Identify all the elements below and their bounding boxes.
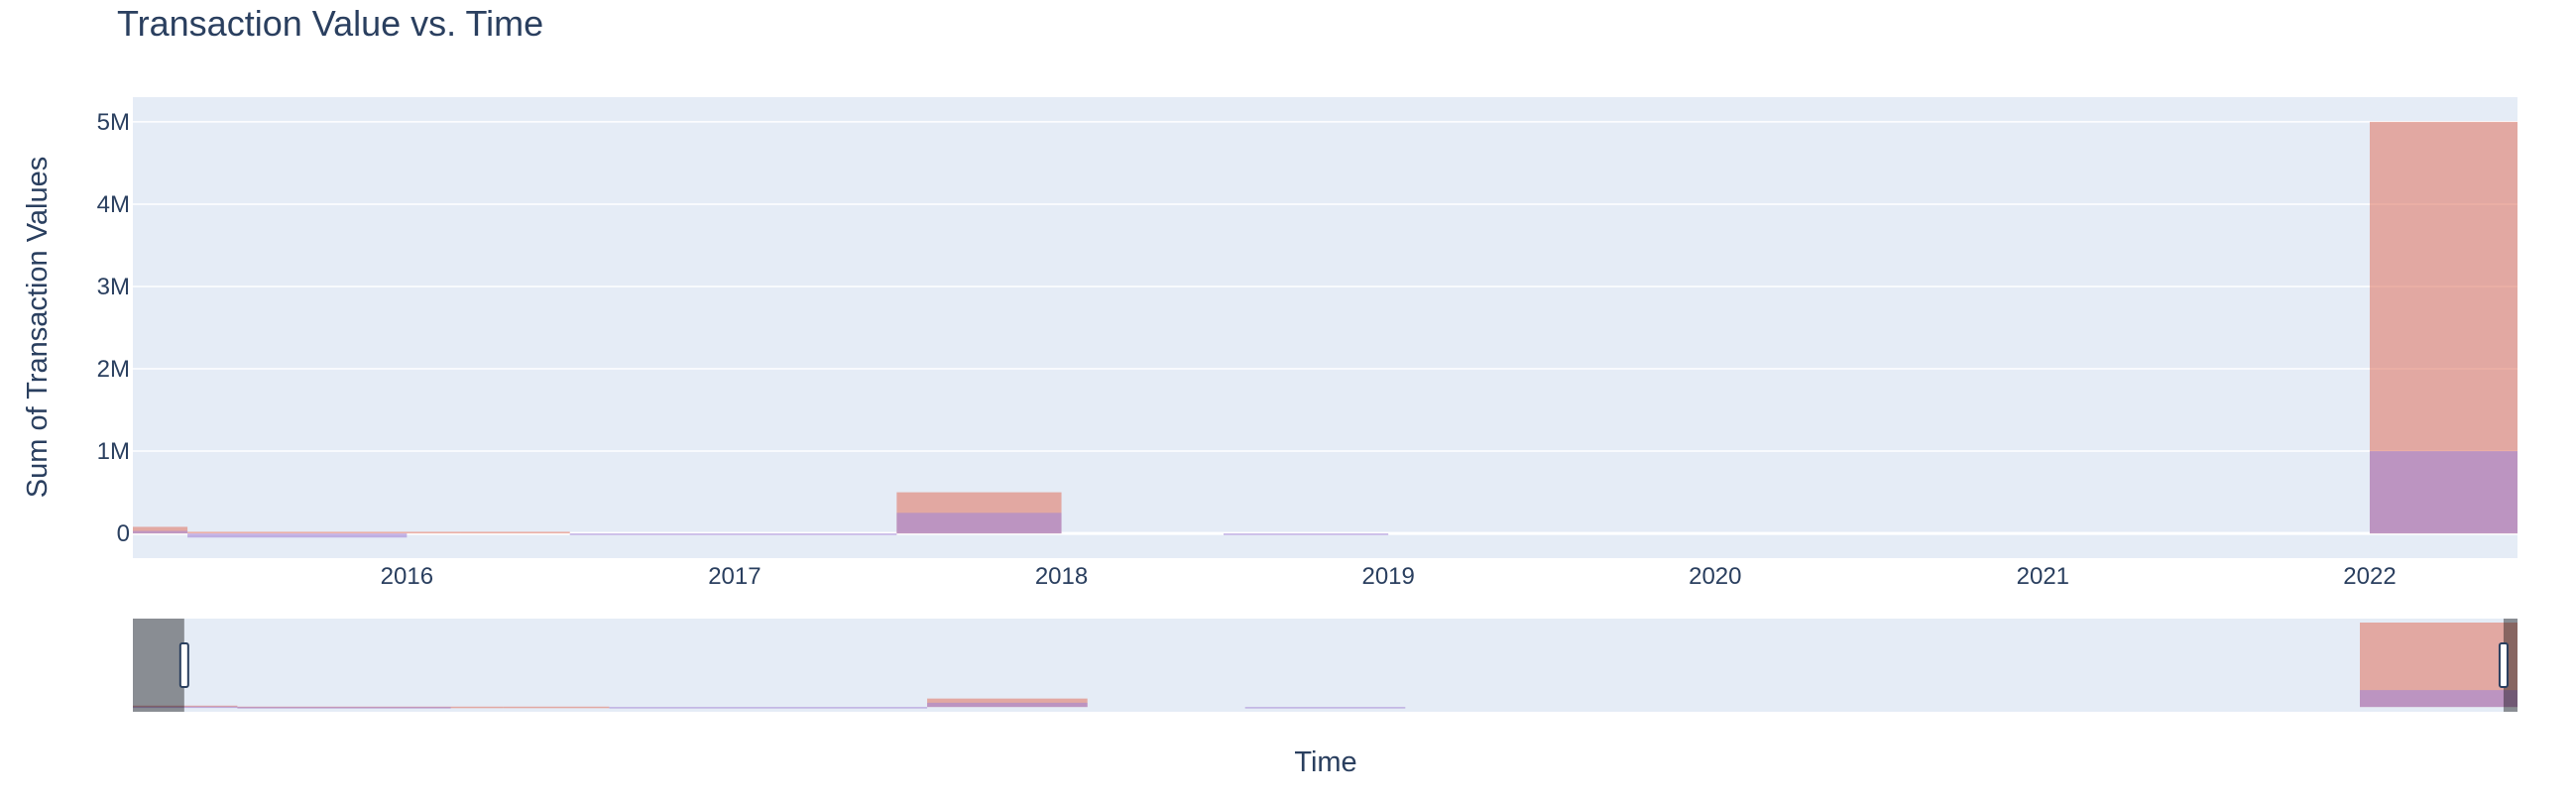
- range-slider-bar-2-2: [237, 707, 451, 709]
- y-tick-label: 0: [117, 520, 130, 547]
- bar-series-2-3: [569, 533, 897, 535]
- range-slider-handle-right[interactable]: [2498, 642, 2509, 688]
- bar-series-1-2: [187, 531, 461, 534]
- bar-series-1-1: [133, 526, 188, 534]
- range-slider-handle-left[interactable]: [178, 642, 189, 688]
- y-tick-labels: 0 1M 2M 3M 4M 5M: [97, 109, 130, 547]
- range-slider-bar-2-1: [133, 706, 238, 709]
- bar-series-2-1: [133, 530, 188, 534]
- bar-series-1-3: [460, 531, 570, 534]
- x-tick-labels: 2016 2017 2018 2019 2020 2021 2022: [381, 563, 2397, 590]
- range-slider-bar-2-6: [2360, 690, 2517, 708]
- y-tick-label: 2M: [97, 356, 130, 383]
- range-slider-mask-right: [2503, 619, 2517, 712]
- range-slider-bar-1-3: [503, 706, 610, 709]
- range-slider-mask-left: [133, 619, 184, 712]
- y-tick-label: 3M: [97, 274, 130, 300]
- y-tick-label: 4M: [97, 191, 130, 218]
- x-tick-label: 2021: [2017, 563, 2069, 590]
- x-tick-label: 2020: [1689, 563, 1741, 590]
- bar-series-2-4: [896, 513, 1062, 534]
- x-tick-label: 2022: [2343, 563, 2396, 590]
- y-tick-label: 5M: [97, 109, 130, 136]
- bars: [133, 121, 2517, 538]
- x-axis-title: Time: [1294, 746, 1356, 778]
- range-slider-bar-2-5: [1244, 707, 1406, 709]
- range-slider-bar-1-1: [133, 705, 238, 708]
- y-axis-title: Sum of Transaction Values: [22, 157, 54, 498]
- bar-series-2-6: [2369, 451, 2517, 534]
- plot-background: [133, 97, 2517, 558]
- x-tick-label: 2016: [381, 563, 433, 590]
- range-slider-bars: [133, 623, 2517, 709]
- bar-series-2-5: [1223, 533, 1389, 535]
- x-tick-label: 2017: [708, 563, 761, 590]
- range-slider-bar-2-4: [927, 702, 1088, 708]
- y-tick-label: 1M: [97, 438, 130, 465]
- chart-title: Transaction Value vs. Time: [117, 3, 543, 44]
- x-tick-label: 2018: [1035, 563, 1088, 590]
- x-tick-label: 2019: [1361, 563, 1414, 590]
- range-slider-background[interactable]: [133, 619, 2517, 712]
- bar-series-2-2: [187, 533, 408, 538]
- range-slider[interactable]: [133, 619, 2517, 712]
- range-slider-bar-2-3: [609, 707, 928, 709]
